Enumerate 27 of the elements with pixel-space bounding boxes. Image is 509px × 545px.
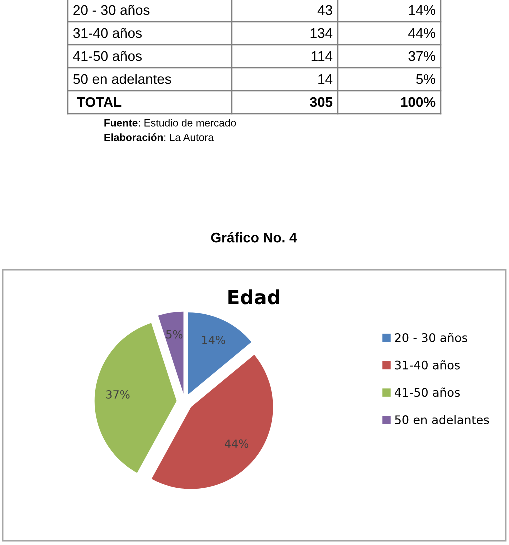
data-label: 43 <box>318 5 332 16</box>
data-label: 44% <box>225 440 249 448</box>
legend-label: 50 en adelantes <box>395 415 490 424</box>
category-label: 20 - 30 años <box>74 5 150 16</box>
category-label: TOTAL <box>77 97 122 108</box>
data-label: 14 <box>318 74 333 84</box>
data-label: 14% <box>202 336 226 344</box>
data-label: 134 <box>310 28 333 38</box>
source-note: Fuente: Estudio de mercado <box>104 119 236 127</box>
category-label: 41-50 años <box>73 51 142 62</box>
data-label: 14% <box>409 5 436 16</box>
text: Elaboración: La Autora <box>104 134 214 142</box>
data-label: 37% <box>408 51 436 62</box>
category-label: 31-40 años <box>74 28 142 38</box>
data-label: 44% <box>408 28 436 38</box>
data-label: 100% <box>401 97 436 108</box>
data-label: 114 <box>312 52 333 62</box>
legend-label: 41-50 años <box>395 388 460 398</box>
data-label: 5% <box>166 330 183 339</box>
chart-title: Gráfico No. 4 <box>211 232 298 243</box>
data-label: 37% <box>106 390 130 399</box>
legend-label: 31-40 años <box>395 360 460 370</box>
category-label: 50 en adelantes <box>74 74 172 84</box>
legend-label: 20 - 30 años <box>395 333 468 342</box>
data-label: 5% <box>416 74 436 84</box>
data-label: 305 <box>310 97 333 108</box>
chart-subtitle: Edad <box>228 290 280 305</box>
